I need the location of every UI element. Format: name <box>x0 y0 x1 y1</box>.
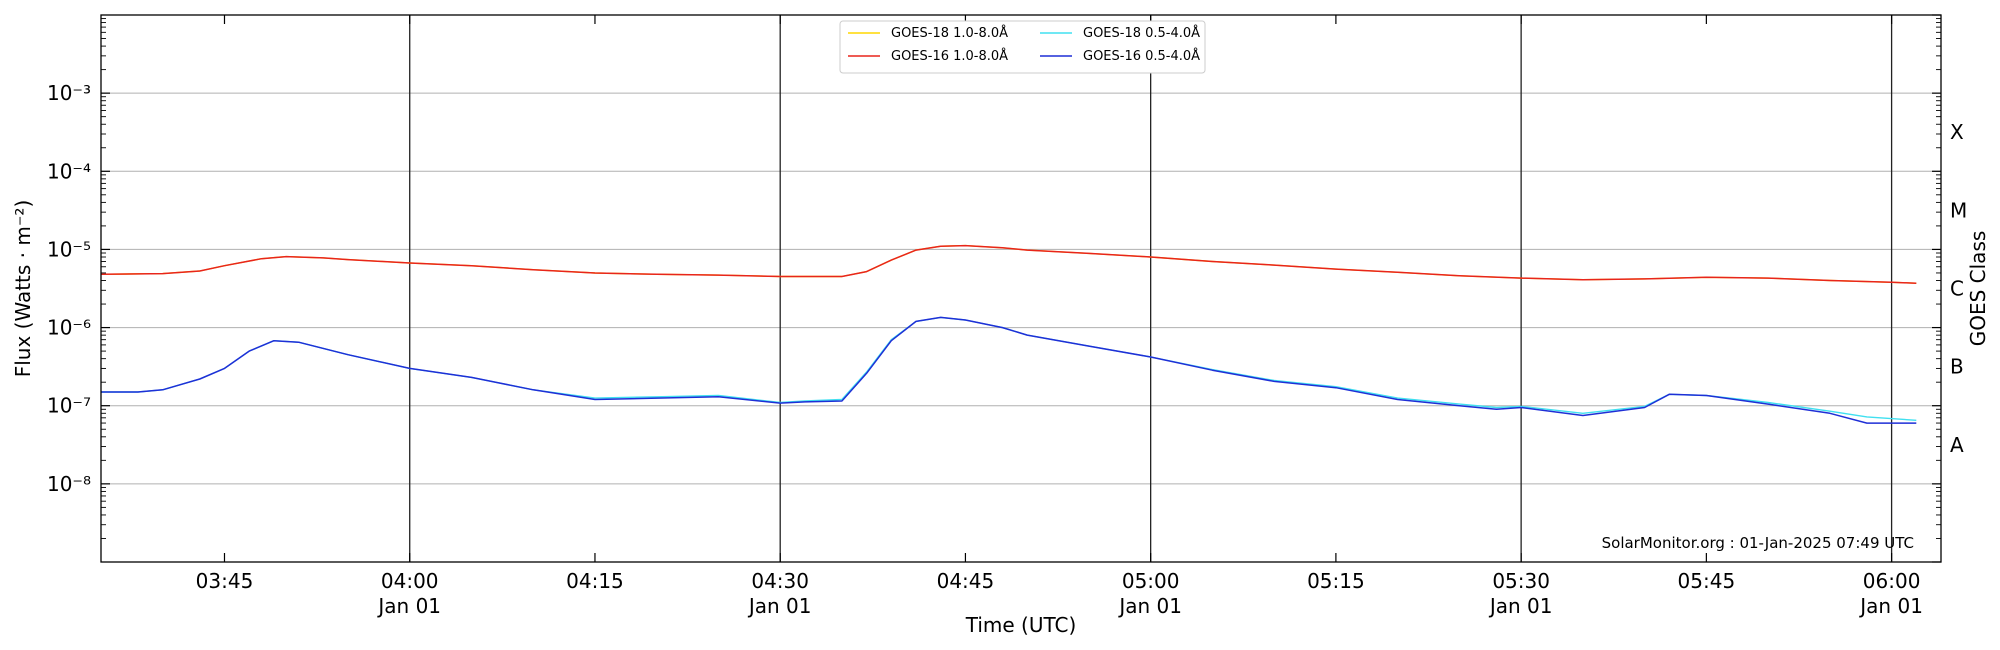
x-tick-label: 05:15 <box>1307 569 1365 593</box>
x-axis-title: Time (UTC) <box>965 613 1077 637</box>
series-line <box>101 316 1917 424</box>
y-tick-label: 10⁻⁴ <box>47 159 91 183</box>
goes-class-label: C <box>1950 277 1964 301</box>
axis-ticks <box>101 14 1941 563</box>
goes-class-label: A <box>1950 433 1964 457</box>
x-tick-label: 04:45 <box>937 569 995 593</box>
x-tick-label: 06:00 <box>1863 569 1921 593</box>
y-axis-title: Flux (Watts · m⁻²) <box>11 200 35 378</box>
y-tick-label: 10⁻⁸ <box>47 472 91 496</box>
y-tick-label: 10⁻⁵ <box>47 237 91 261</box>
goes-class-label: M <box>1950 198 1967 222</box>
series-lines <box>100 244 1917 424</box>
x-tick-label: 04:15 <box>566 569 624 593</box>
goes-class-label: B <box>1950 355 1964 379</box>
x-tick-date-label: Jan 01 <box>376 594 441 618</box>
x-tick-date-label: Jan 01 <box>1858 594 1923 618</box>
legend-box <box>839 20 1206 74</box>
legend-label-goes18-short: GOES-18 0.5-4.0Å <box>1083 25 1200 41</box>
x-tick-label: 05:30 <box>1492 569 1550 593</box>
y-tick-label: 10⁻³ <box>47 81 91 105</box>
x-tick-date-label: Jan 01 <box>747 594 812 618</box>
x-tick-label: 04:30 <box>751 569 809 593</box>
x-tick-date-label: Jan 01 <box>1117 594 1182 618</box>
x-tick-label: 04:00 <box>381 569 439 593</box>
x-tick-label: 03:45 <box>196 569 254 593</box>
legend-label-goes16-short: GOES-16 0.5-4.0Å <box>1083 48 1200 64</box>
y-tick-label: 10⁻⁷ <box>47 394 91 418</box>
credit-text: SolarMonitor.org : 01-Jan-2025 07:49 UTC <box>1602 534 1914 552</box>
x-tick-label: 05:00 <box>1122 569 1180 593</box>
legend: GOES-18 1.0-8.0Å GOES-16 1.0-8.0Å GOES-1… <box>839 20 1206 74</box>
series-line <box>100 244 1917 284</box>
day-boundary-lines <box>409 15 1893 562</box>
legend-label-goes16-long: GOES-16 1.0-8.0Å <box>891 48 1008 64</box>
goes-class-label: X <box>1950 120 1964 144</box>
x-tick-date-label: Jan 01 <box>1488 594 1553 618</box>
x-tick-label: 05:45 <box>1678 569 1736 593</box>
plot-frame <box>100 14 1942 563</box>
right-y-axis-title: GOES Class <box>1966 231 1990 347</box>
y-tick-label: 10⁻⁶ <box>47 316 91 340</box>
legend-label-goes18-long: GOES-18 1.0-8.0Å <box>891 25 1008 41</box>
